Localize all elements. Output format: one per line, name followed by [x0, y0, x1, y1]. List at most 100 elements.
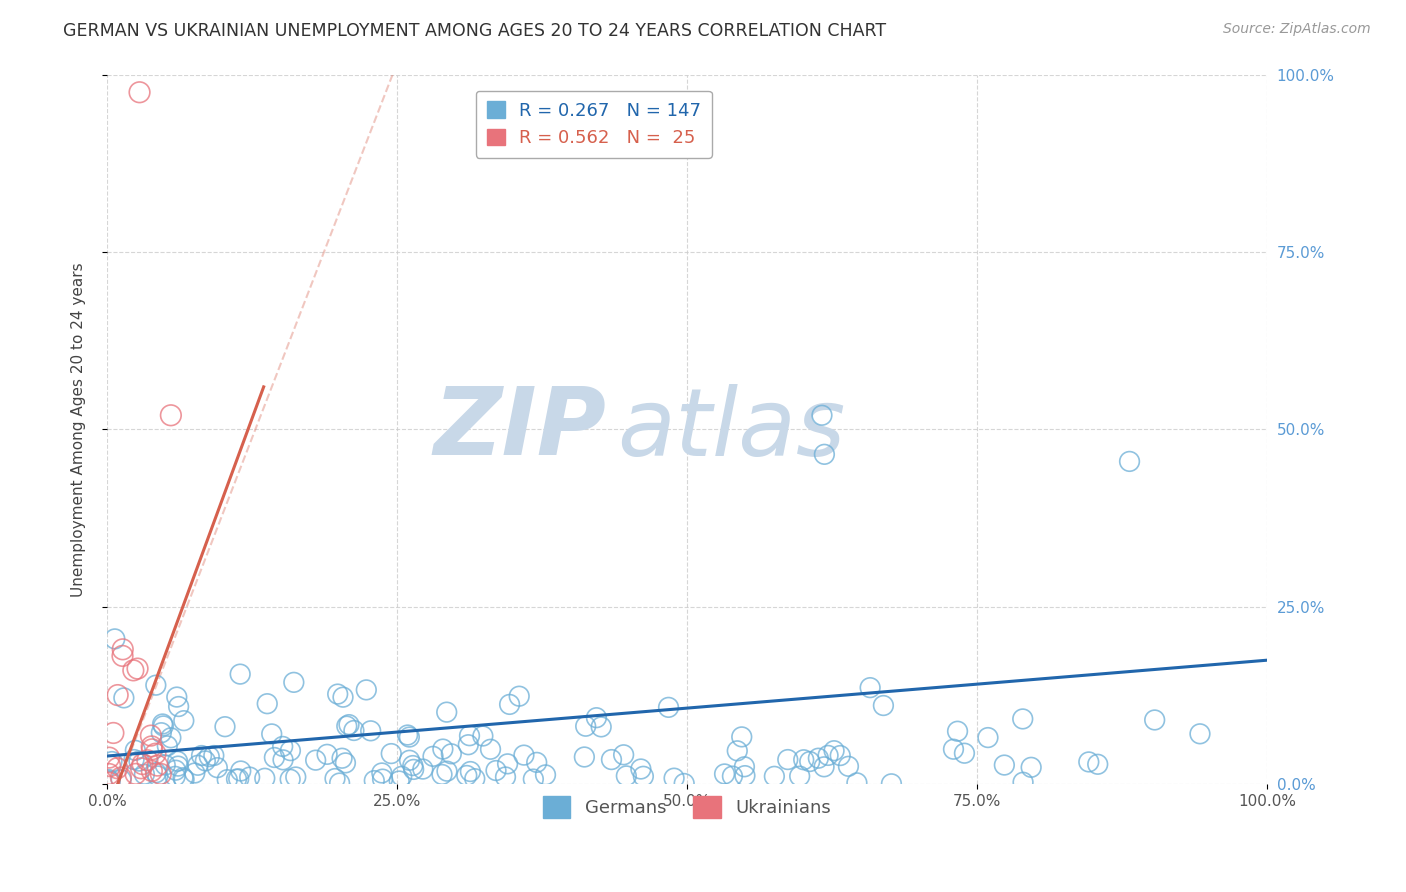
Point: [1019, 760, 1042, 774]
Point: [793, 753, 815, 767]
Point: [1143, 713, 1166, 727]
Point: [471, 729, 494, 743]
Point: [139, 729, 162, 743]
Point: [335, 756, 357, 770]
Point: [360, 723, 382, 738]
Point: [207, 761, 229, 775]
Point: [485, 764, 508, 778]
Point: [110, 771, 132, 785]
Point: [356, 682, 378, 697]
Point: [104, 632, 127, 646]
Point: [326, 687, 349, 701]
Point: [305, 753, 328, 767]
Point: [228, 772, 250, 786]
Point: [789, 769, 811, 783]
Point: [111, 642, 134, 657]
Point: [534, 768, 557, 782]
Point: [141, 739, 163, 754]
Point: [1118, 454, 1140, 468]
Point: [166, 690, 188, 704]
Legend: Germans, Ukrainians: Germans, Ukrainians: [536, 789, 838, 825]
Point: [173, 772, 195, 787]
Point: [229, 764, 252, 778]
Point: [105, 761, 128, 775]
Point: [859, 681, 882, 695]
Point: [412, 762, 434, 776]
Point: [817, 748, 839, 763]
Point: [256, 697, 278, 711]
Text: GERMAN VS UKRAINIAN UNEMPLOYMENT AMONG AGES 20 TO 24 YEARS CORRELATION CHART: GERMAN VS UKRAINIAN UNEMPLOYMENT AMONG A…: [63, 22, 886, 40]
Point: [731, 730, 754, 744]
Point: [508, 689, 530, 703]
Point: [402, 758, 425, 772]
Point: [371, 772, 394, 786]
Point: [585, 711, 607, 725]
Text: Source: ZipAtlas.com: Source: ZipAtlas.com: [1223, 22, 1371, 37]
Point: [97, 772, 120, 787]
Point: [993, 758, 1015, 772]
Point: [145, 747, 167, 761]
Point: [436, 705, 458, 719]
Point: [184, 766, 207, 780]
Point: [811, 409, 834, 423]
Point: [371, 766, 394, 780]
Point: [263, 750, 285, 764]
Point: [830, 748, 852, 763]
Point: [98, 759, 121, 773]
Point: [673, 776, 696, 790]
Point: [953, 746, 976, 760]
Point: [432, 742, 454, 756]
Point: [942, 742, 965, 756]
Point: [187, 758, 209, 772]
Point: [149, 767, 172, 781]
Point: [101, 755, 124, 769]
Point: [145, 765, 167, 780]
Point: [160, 409, 183, 423]
Point: [271, 753, 294, 767]
Point: [127, 662, 149, 676]
Point: [457, 738, 479, 752]
Y-axis label: Unemployment Among Ages 20 to 24 years: Unemployment Among Ages 20 to 24 years: [72, 262, 86, 597]
Point: [721, 769, 744, 783]
Point: [111, 648, 134, 663]
Point: [495, 770, 517, 784]
Point: [167, 759, 190, 773]
Point: [526, 756, 548, 770]
Point: [430, 767, 453, 781]
Point: [807, 751, 830, 765]
Point: [194, 754, 217, 768]
Point: [402, 763, 425, 777]
Point: [1087, 757, 1109, 772]
Point: [977, 731, 1000, 745]
Point: [460, 764, 482, 779]
Point: [332, 690, 354, 705]
Point: [734, 769, 756, 783]
Point: [613, 747, 636, 762]
Point: [160, 731, 183, 745]
Point: [633, 769, 655, 783]
Point: [776, 753, 799, 767]
Point: [166, 754, 188, 768]
Point: [713, 767, 735, 781]
Point: [124, 767, 146, 781]
Point: [141, 742, 163, 756]
Point: [1077, 755, 1099, 769]
Point: [122, 753, 145, 767]
Point: [124, 743, 146, 757]
Point: [823, 744, 845, 758]
Point: [575, 719, 598, 733]
Point: [167, 699, 190, 714]
Point: [662, 771, 685, 785]
Point: [316, 747, 339, 762]
Point: [380, 747, 402, 761]
Point: [436, 764, 458, 779]
Point: [280, 744, 302, 758]
Point: [763, 769, 786, 783]
Point: [136, 753, 159, 767]
Point: [217, 772, 239, 787]
Point: [657, 700, 679, 714]
Point: [600, 753, 623, 767]
Text: ZIP: ZIP: [433, 384, 606, 475]
Point: [396, 728, 419, 742]
Point: [198, 749, 221, 764]
